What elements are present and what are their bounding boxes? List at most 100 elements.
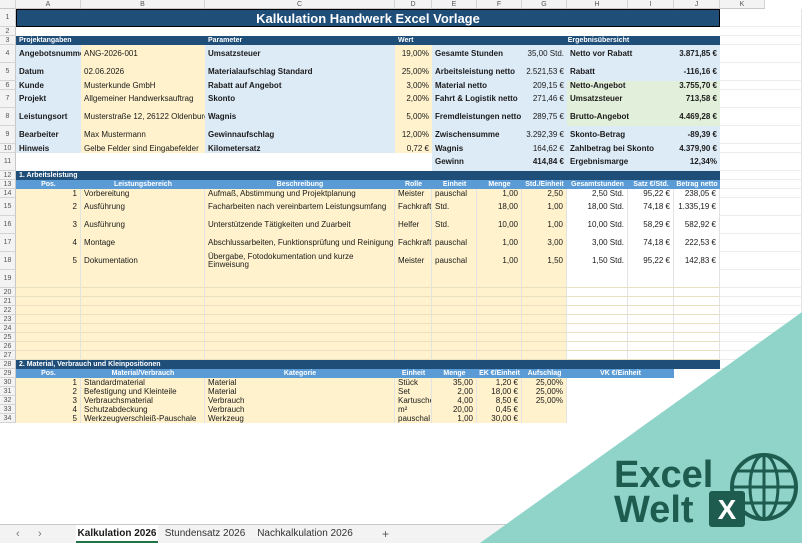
info-label[interactable]: Bearbeiter (16, 126, 81, 144)
parameter-label[interactable]: Umsatzsteuer (205, 45, 395, 63)
labor-menge-cell[interactable]: 1,00 (477, 252, 522, 270)
header-parameter[interactable]: Parameter (205, 36, 395, 45)
labor-std-cell[interactable]: 3,00 (522, 234, 567, 252)
material-column-header[interactable]: Aufschlag (522, 369, 567, 378)
labor-gesamt-cell[interactable]: 18,00 Std. (567, 198, 628, 216)
material-column-header[interactable]: Pos. (16, 369, 81, 378)
section-title-material[interactable]: 2. Material, Verbrauch und Kleinposition… (16, 360, 720, 369)
empty-cell[interactable] (16, 351, 81, 360)
result-label[interactable]: Gesamte Stunden (432, 45, 522, 63)
result-value[interactable]: 35,00 Std. (522, 45, 567, 63)
material-aufschlag-cell[interactable] (522, 414, 567, 423)
summary-value[interactable]: 713,58 € (674, 90, 720, 108)
labor-beschreibung-cell[interactable]: Abschlussarbeiten, Funktionsprüfung und … (205, 234, 395, 252)
empty-cell[interactable] (567, 270, 628, 288)
empty-cell[interactable] (628, 315, 674, 324)
material-kat-cell[interactable]: Verbrauch (205, 405, 395, 414)
row-header[interactable]: 26 (0, 342, 16, 351)
select-all-corner[interactable] (0, 0, 16, 9)
row-header[interactable]: 1 (0, 9, 16, 27)
parameter-label[interactable]: Kilometersatz (205, 144, 395, 153)
result-value-gewinn[interactable]: 414,84 € (522, 153, 567, 171)
result-label[interactable]: Fahrt & Logistik netto (432, 90, 522, 108)
material-pos-cell[interactable]: 2 (16, 387, 81, 396)
material-column-header[interactable]: Kategorie (205, 369, 395, 378)
labor-einheit-cell[interactable]: pauschal (432, 252, 477, 270)
header-wert[interactable]: Wert (395, 36, 477, 45)
empty-cell[interactable] (81, 342, 205, 351)
info-value-input[interactable]: Gelbe Felder sind Eingabefelder (81, 144, 205, 153)
empty-cell[interactable] (628, 288, 674, 297)
labor-beschreibung-cell[interactable]: Aufmaß, Abstimmung und Projektplanung (205, 189, 395, 198)
labor-rolle-cell[interactable]: Meister (395, 252, 432, 270)
labor-satz-cell[interactable]: 74,18 € (628, 234, 674, 252)
labor-betrag-cell[interactable]: 142,83 € (674, 252, 720, 270)
material-ek-cell[interactable]: 0,45 € (477, 405, 522, 414)
sheet-title[interactable]: Kalkulation Handwerk Excel Vorlage (16, 9, 720, 27)
material-ek-cell[interactable]: 1,20 € (477, 378, 522, 387)
empty-cell[interactable] (628, 270, 674, 288)
row-header[interactable]: 20 (0, 288, 16, 297)
labor-column-header[interactable]: Gesamtstunden (567, 180, 628, 189)
empty-cell[interactable] (674, 270, 720, 288)
column-header-g[interactable]: G (522, 0, 567, 9)
empty-cell[interactable] (395, 324, 432, 333)
material-ek-cell[interactable]: 8,50 € (477, 396, 522, 405)
row-header[interactable]: 17 (0, 234, 16, 252)
empty-cell[interactable] (205, 324, 395, 333)
parameter-value-input[interactable]: 5,00% (395, 108, 432, 126)
parameter-value-input[interactable]: 12,00% (395, 126, 432, 144)
result-value[interactable]: 289,75 € (522, 108, 567, 126)
material-name-cell[interactable]: Befestigung und Kleinteile (81, 387, 205, 396)
labor-std-cell[interactable]: 1,00 (522, 198, 567, 216)
labor-einheit-cell[interactable]: pauschal (432, 234, 477, 252)
row-header[interactable]: 7 (0, 90, 16, 108)
empty-cell[interactable] (477, 324, 522, 333)
row-header[interactable]: 2 (0, 27, 16, 36)
material-pos-cell[interactable]: 4 (16, 405, 81, 414)
column-header-e[interactable]: E (432, 0, 477, 9)
empty-cell[interactable] (522, 342, 567, 351)
material-kat-cell[interactable]: Material (205, 387, 395, 396)
empty-cell[interactable] (205, 288, 395, 297)
material-menge-cell[interactable]: 35,00 (432, 378, 477, 387)
row-header[interactable]: 23 (0, 315, 16, 324)
empty-cell[interactable] (522, 351, 567, 360)
summary-value[interactable]: -116,16 € (674, 63, 720, 81)
row-header[interactable]: 32 (0, 396, 16, 405)
empty-cell[interactable] (16, 306, 81, 315)
summary-label[interactable]: Umsatzsteuer (567, 90, 674, 108)
empty-cell[interactable] (395, 270, 432, 288)
material-pos-cell[interactable]: 3 (16, 396, 81, 405)
material-column-header[interactable]: Einheit (395, 369, 432, 378)
row-header[interactable]: 16 (0, 216, 16, 234)
labor-satz-cell[interactable]: 95,22 € (628, 189, 674, 198)
material-name-cell[interactable]: Werkzeugverschleiß-Pauschale (81, 414, 205, 423)
empty-cell[interactable] (674, 342, 720, 351)
material-menge-cell[interactable]: 1,00 (432, 414, 477, 423)
result-value[interactable]: 2.521,53 € (522, 63, 567, 81)
empty-cell[interactable] (432, 306, 477, 315)
labor-pos-cell[interactable]: 5 (16, 252, 81, 270)
empty-cell[interactable] (432, 333, 477, 342)
empty-cell[interactable] (432, 297, 477, 306)
empty-cell[interactable] (674, 324, 720, 333)
result-label-gewinn[interactable]: Gewinn (432, 153, 522, 171)
info-label[interactable]: Kunde (16, 81, 81, 90)
empty-cell[interactable] (477, 342, 522, 351)
empty-cell[interactable] (395, 288, 432, 297)
info-label[interactable]: Angebotsnummer (16, 45, 81, 63)
labor-std-cell[interactable]: 1,00 (522, 216, 567, 234)
labor-gesamt-cell[interactable]: 2,50 Std. (567, 189, 628, 198)
empty-cell[interactable] (432, 351, 477, 360)
info-value-input[interactable]: 02.06.2026 (81, 63, 205, 81)
row-header[interactable]: 12 (0, 171, 16, 180)
empty-cell[interactable] (432, 342, 477, 351)
empty-cell[interactable] (477, 333, 522, 342)
empty-cell[interactable] (522, 333, 567, 342)
row-header[interactable]: 25 (0, 333, 16, 342)
tab-nachkalkulation[interactable]: Nachkalkulation 2026 (257, 528, 353, 539)
summary-label[interactable]: Netto vor Rabatt (567, 45, 674, 63)
empty-cell[interactable] (432, 270, 477, 288)
empty-cell[interactable] (522, 288, 567, 297)
